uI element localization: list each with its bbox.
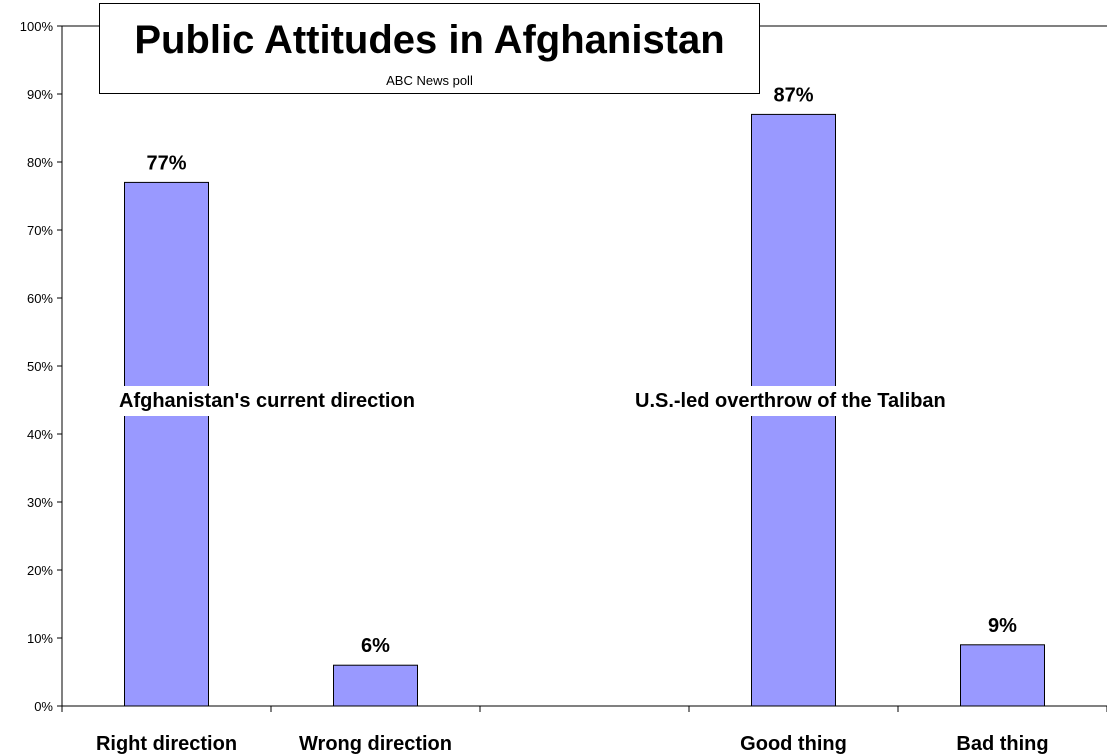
- y-tick-label: 50%: [27, 359, 53, 374]
- data-label: 6%: [361, 635, 390, 657]
- x-tick-label: Good thing: [740, 733, 847, 754]
- group-label-taliban-overthrow: U.S.-led overthrow of the Taliban: [629, 386, 952, 416]
- bar: [333, 664, 418, 707]
- x-tick-label: Wrong direction: [299, 733, 452, 754]
- x-tick-label: Bad thing: [956, 733, 1048, 754]
- data-label: 87%: [773, 84, 813, 106]
- group-label-current-direction: Afghanistan's current direction: [113, 386, 421, 416]
- data-label: 77%: [146, 152, 186, 174]
- y-tick-label: 20%: [27, 563, 53, 578]
- chart-title: Public Attitudes in Afghanistan: [134, 18, 725, 62]
- y-tick-label: 40%: [27, 427, 53, 442]
- plot-area: 0% 10% 20% 30% 40% 50% 60% 70% 80% 90% 100% 77% Righ…: [20, 19, 1107, 754]
- bar: [960, 644, 1045, 707]
- y-tick-label: 10%: [27, 631, 53, 646]
- y-tick-label: 0%: [34, 699, 53, 714]
- y-tick-label: 90%: [27, 87, 53, 102]
- y-tick-label: 30%: [27, 495, 53, 510]
- title-box: Public Attitudes in Afghanistan ABC News…: [99, 3, 760, 94]
- y-tick-label: 70%: [27, 223, 53, 238]
- bar: [124, 181, 209, 707]
- y-tick-label: 60%: [27, 291, 53, 306]
- x-tick-label: Right direction: [96, 733, 237, 754]
- data-label: 9%: [988, 615, 1017, 637]
- y-tick-label: 100%: [20, 19, 54, 34]
- y-tick-label: 80%: [27, 155, 53, 170]
- chart-subtitle: ABC News poll: [386, 73, 473, 88]
